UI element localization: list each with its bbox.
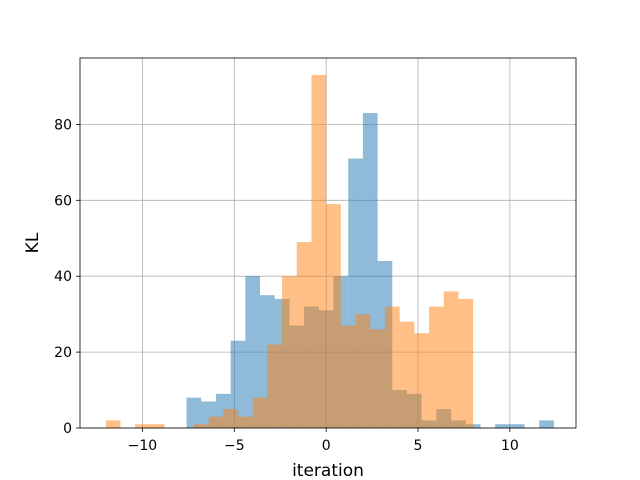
histogram-bar-series-2: [399, 321, 415, 428]
histogram-bar-series-1: [539, 420, 554, 428]
histogram-bar-series-2: [414, 333, 430, 428]
y-tick-label: 80: [54, 117, 72, 133]
x-axis-label: iteration: [292, 461, 364, 480]
histogram-bar-series-2: [149, 424, 165, 428]
x-tick-label: −5: [224, 438, 245, 454]
histogram-bar-series-2: [355, 314, 371, 428]
axis-ticks: −10 −5 0 5 10 0 20 40 60 80: [54, 117, 519, 454]
y-tick-label: 60: [54, 193, 72, 209]
histogram-bar-series-2: [296, 242, 312, 428]
histogram-bar-series-2: [370, 329, 385, 428]
histogram-bar-series-2: [443, 291, 459, 428]
y-tick-label: 20: [54, 345, 72, 361]
histogram-bar-series-1: [245, 276, 261, 428]
histogram-bar-series-2: [252, 397, 268, 428]
histogram-bar-series-2: [105, 420, 121, 428]
histogram-bars: [105, 75, 554, 429]
histogram-bar-series-2: [458, 298, 474, 428]
histogram-bar-series-2: [326, 204, 341, 428]
histogram-bar-series-2: [135, 424, 150, 428]
histogram-bar-series-2: [193, 424, 209, 428]
x-tick-label: 0: [322, 438, 331, 454]
histogram-bar-series-2: [340, 325, 356, 428]
histogram-bar-series-2: [223, 409, 238, 428]
x-tick-label: 10: [501, 438, 519, 454]
histogram-bar-series-2: [311, 75, 327, 429]
x-tick-label: 5: [414, 438, 423, 454]
histogram-bar-series-2: [237, 416, 253, 428]
histogram-bar-series-1: [509, 424, 525, 428]
x-tick-label: −10: [128, 438, 158, 454]
plot-frame: [79, 57, 577, 429]
histogram-bar-series-2: [384, 306, 400, 428]
histogram-bar-series-2: [282, 276, 297, 428]
histogram-bar-series-2: [429, 306, 444, 428]
histogram-bar-series-1: [230, 340, 246, 428]
histogram-bar-series-1: [186, 397, 202, 428]
histogram-bar-series-1: [495, 424, 510, 428]
y-tick-label: 0: [63, 421, 72, 437]
y-axis-label: KL: [23, 232, 43, 253]
histogram-bar-series-2: [208, 416, 224, 428]
histogram-bar-series-2: [267, 344, 283, 428]
y-tick-label: 40: [54, 269, 72, 285]
